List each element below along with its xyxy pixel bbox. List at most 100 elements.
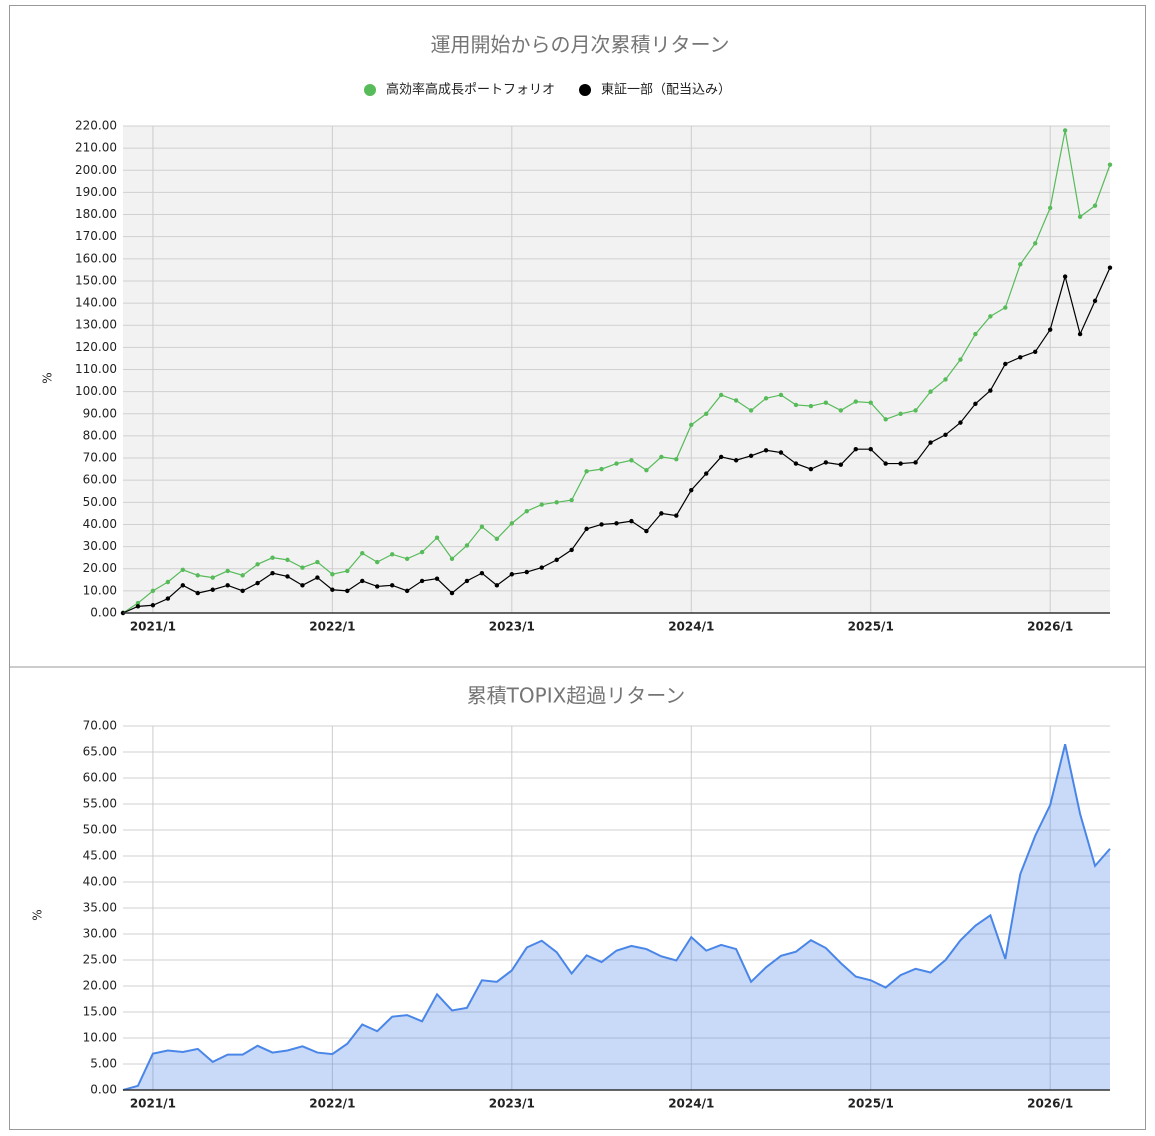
area-line bbox=[122, 743, 1111, 1091]
point bbox=[584, 526, 589, 532]
point bbox=[644, 468, 649, 473]
point bbox=[793, 461, 799, 466]
point bbox=[554, 500, 559, 505]
point bbox=[434, 535, 440, 540]
y-tick-label: 65.00 bbox=[83, 745, 117, 759]
point bbox=[748, 453, 754, 459]
point bbox=[135, 604, 141, 609]
point bbox=[389, 552, 395, 557]
point bbox=[494, 536, 500, 542]
point bbox=[838, 408, 844, 413]
point bbox=[913, 460, 918, 465]
point bbox=[404, 556, 410, 561]
point bbox=[255, 562, 260, 567]
point bbox=[509, 572, 515, 577]
point bbox=[135, 600, 141, 606]
point bbox=[464, 543, 470, 548]
y-tick-label: 0.00 bbox=[90, 606, 117, 620]
x-tick-label: 2023/1 bbox=[489, 1097, 535, 1111]
y-tick-label: 70.00 bbox=[83, 451, 117, 465]
point bbox=[853, 446, 858, 452]
point bbox=[599, 522, 604, 527]
y-tick-label: 60.00 bbox=[83, 473, 117, 487]
point bbox=[748, 408, 754, 413]
point bbox=[1107, 265, 1113, 270]
point bbox=[539, 502, 544, 507]
point bbox=[375, 584, 380, 589]
y-tick-label: 35.00 bbox=[83, 901, 117, 915]
point bbox=[778, 392, 784, 398]
point bbox=[404, 588, 410, 594]
point bbox=[1062, 274, 1068, 279]
y-tick-label: 50.00 bbox=[83, 495, 117, 509]
point bbox=[330, 587, 335, 592]
x-tick-label: 2025/1 bbox=[848, 620, 894, 634]
point bbox=[823, 460, 829, 465]
point bbox=[958, 420, 963, 425]
point bbox=[898, 461, 903, 466]
point bbox=[419, 578, 425, 584]
y-tick-label: 100.00 bbox=[75, 384, 117, 398]
point bbox=[883, 417, 888, 422]
x-tick-label: 2023/1 bbox=[489, 620, 535, 634]
point bbox=[1003, 305, 1008, 310]
area bbox=[123, 744, 1110, 1090]
point bbox=[300, 583, 305, 588]
point bbox=[419, 549, 425, 555]
point bbox=[689, 487, 694, 493]
point bbox=[315, 559, 320, 565]
point bbox=[210, 575, 215, 580]
point bbox=[928, 440, 933, 445]
point bbox=[808, 466, 814, 472]
y-tick-label: 220.00 bbox=[75, 119, 117, 133]
y-tick-label: 60.00 bbox=[83, 771, 117, 785]
y-tick-label: 30.00 bbox=[83, 927, 117, 941]
point bbox=[659, 454, 664, 460]
point bbox=[973, 331, 978, 337]
point bbox=[300, 565, 305, 570]
point bbox=[375, 559, 380, 565]
legend-swatch bbox=[364, 84, 376, 96]
point bbox=[808, 403, 814, 409]
legend-swatch bbox=[579, 84, 592, 96]
point bbox=[718, 392, 724, 398]
y-tick-label: 10.00 bbox=[83, 1031, 117, 1045]
point bbox=[524, 508, 529, 514]
point bbox=[644, 528, 649, 534]
point bbox=[180, 583, 186, 588]
point bbox=[330, 572, 335, 577]
point bbox=[315, 575, 320, 580]
point bbox=[180, 567, 186, 573]
point bbox=[150, 588, 156, 594]
y-tick-label: 80.00 bbox=[83, 428, 117, 442]
point bbox=[614, 461, 619, 466]
point bbox=[689, 422, 694, 428]
y-tick-label: 120.00 bbox=[75, 340, 117, 354]
point bbox=[1033, 349, 1038, 354]
point bbox=[704, 411, 709, 416]
point bbox=[599, 466, 604, 472]
point bbox=[449, 590, 455, 596]
y-tick-label: 10.00 bbox=[83, 583, 117, 597]
point bbox=[1077, 331, 1083, 337]
y-tick-label: 190.00 bbox=[75, 185, 117, 199]
point bbox=[868, 446, 873, 452]
point bbox=[943, 377, 948, 382]
point bbox=[1047, 205, 1053, 211]
y-tick-label: 150.00 bbox=[75, 273, 117, 287]
x-tick-label: 2026/1 bbox=[1027, 620, 1073, 634]
point bbox=[464, 578, 470, 584]
y-axis-label: % bbox=[31, 909, 45, 920]
point bbox=[285, 557, 290, 563]
y-tick-label: 170.00 bbox=[75, 229, 117, 243]
point bbox=[928, 389, 933, 394]
point bbox=[674, 513, 679, 518]
point bbox=[629, 458, 634, 463]
point bbox=[733, 458, 739, 463]
legend-label: 高効率高成長ポートフォリオ bbox=[386, 82, 555, 98]
point bbox=[674, 456, 679, 462]
point bbox=[853, 399, 858, 404]
point bbox=[524, 569, 529, 575]
point bbox=[868, 400, 873, 405]
y-tick-label: 20.00 bbox=[83, 561, 117, 575]
